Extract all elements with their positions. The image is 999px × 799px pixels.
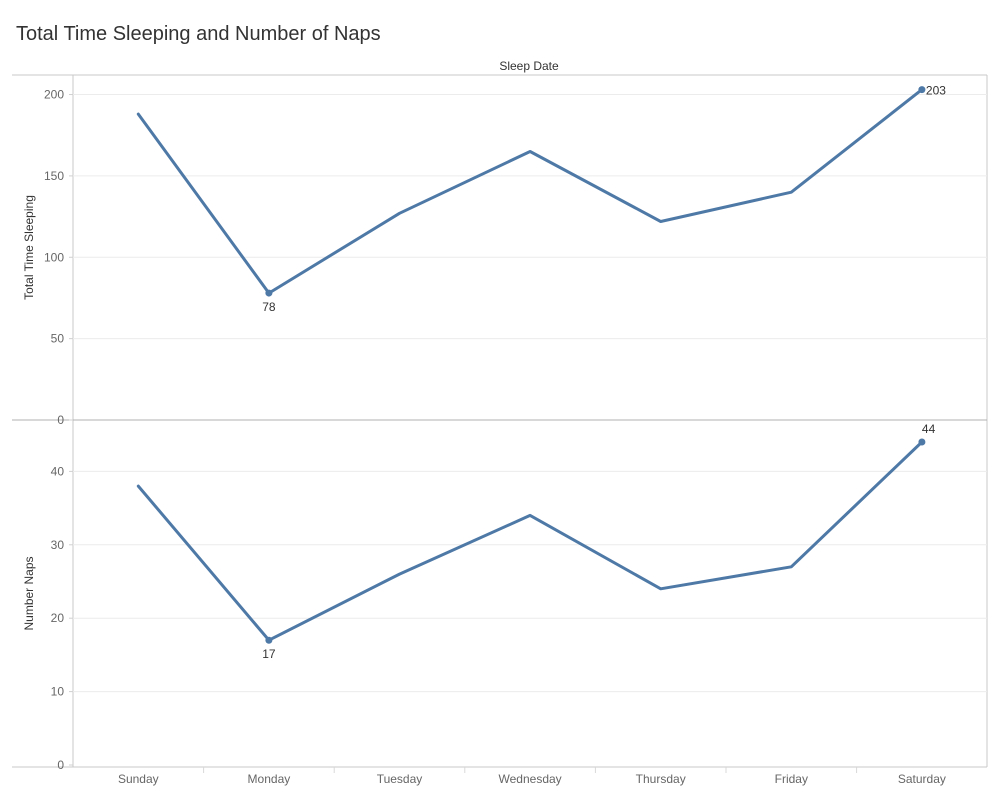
data-point-marker: [265, 289, 273, 297]
y-tick-label: 30: [51, 538, 65, 552]
y-tick-label: 200: [44, 88, 64, 102]
data-label: 203: [926, 84, 946, 98]
data-point-marker: [918, 86, 926, 94]
chart-title: Total Time Sleeping and Number of Naps: [16, 23, 381, 45]
panel-1: 0 50 100 150 200 Total Time Sleeping 78 203: [22, 84, 987, 427]
data-label: 17: [262, 647, 276, 661]
y-tick-label: 150: [44, 169, 64, 183]
x-tick-label: Thursday: [636, 772, 686, 786]
y-tick-label: 100: [44, 250, 64, 264]
data-label: 78: [262, 300, 276, 314]
data-point-marker: [265, 636, 273, 644]
x-tick-label: Sunday: [118, 772, 159, 786]
data-label: 44: [922, 422, 936, 436]
y-axis-title: Number Naps: [22, 556, 36, 630]
y-tick-label: 50: [51, 332, 65, 346]
series-line: [136, 88, 924, 295]
x-tick-label: Saturday: [898, 772, 946, 786]
x-tick-label: Monday: [248, 772, 291, 786]
y-tick-label: 0: [57, 413, 64, 427]
y-axis-title: Total Time Sleeping: [22, 195, 36, 300]
x-tick-label: Wednesday: [499, 772, 562, 786]
column-header: Sleep Date: [499, 59, 559, 73]
x-tick-label: Tuesday: [377, 772, 423, 786]
x-tick-label: Friday: [775, 772, 808, 786]
y-tick-label: 40: [51, 464, 65, 478]
y-tick-label: 20: [51, 611, 65, 625]
chart-frame: [12, 74, 988, 768]
data-point-marker: [918, 438, 926, 446]
panel-2: 0 10 20 30 40 Number Naps 17 44: [22, 422, 987, 772]
y-tick-label: 0: [57, 758, 64, 772]
x-axis: Sunday Monday Tuesday Wednesday Thursday Frid…: [118, 767, 946, 786]
y-tick-label: 10: [51, 685, 65, 699]
